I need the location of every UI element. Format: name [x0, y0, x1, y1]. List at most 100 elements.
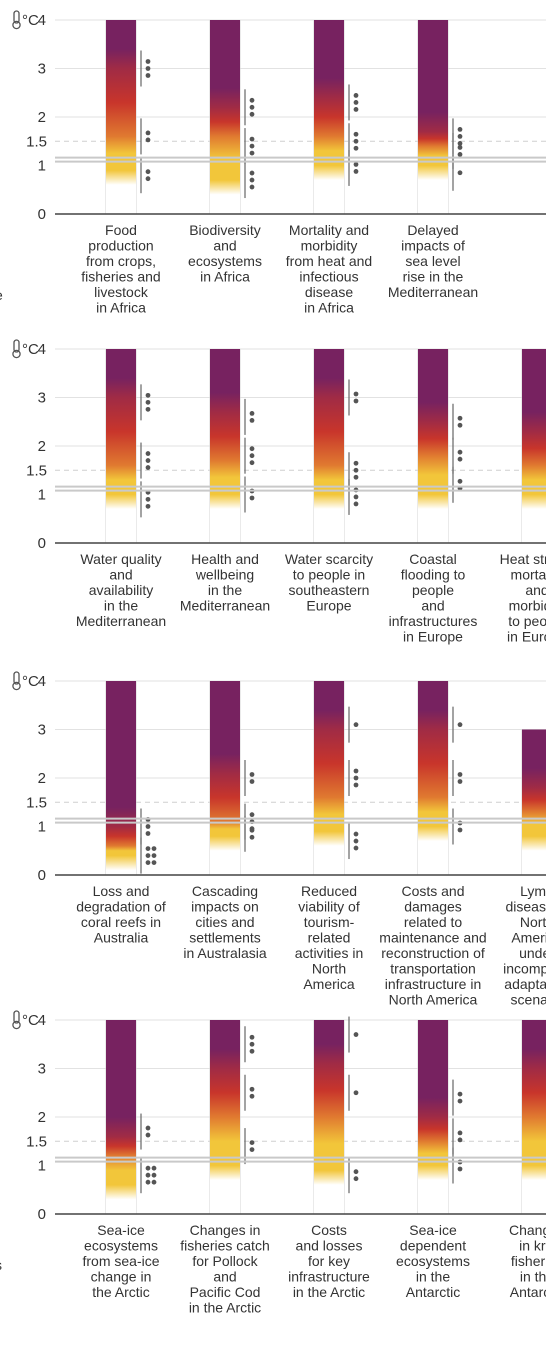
confidence-dot: [457, 1130, 463, 1136]
risk-bar: [210, 1020, 240, 1214]
thermometer-stem: [13, 1010, 20, 1024]
risk-bar: [106, 1020, 136, 1214]
confidence-dot: [353, 460, 359, 466]
confidence-dots: [249, 1034, 255, 1054]
unit-label: °C: [22, 1012, 39, 1029]
confidence-dots: [457, 1091, 463, 1104]
confidence-dots: [145, 59, 151, 78]
risk-bar: [314, 681, 344, 875]
confidence-dots: [249, 136, 255, 156]
confidence-dot: [145, 831, 151, 836]
category-label-line: Europe: [306, 598, 351, 614]
confidence-dots: [249, 411, 255, 423]
category-label-line: and: [213, 238, 236, 254]
category-label: Sea-ice ecosystems from sea-ice change in th…: [82, 1222, 159, 1300]
category-label-line: viability of: [298, 899, 360, 915]
thermometer-bulb: [12, 20, 21, 30]
confidence-dots: [145, 130, 151, 143]
category-label-line: livestock: [94, 284, 149, 300]
risk-bar: [522, 1020, 546, 1214]
confidence-dot: [145, 73, 151, 78]
category-label-line: Changes in: [190, 1222, 261, 1238]
y-tick-label: 3: [38, 61, 46, 78]
confidence-dot: [145, 1172, 151, 1178]
risk-bar: [418, 681, 448, 875]
category-label-line: degradation of: [76, 899, 166, 915]
category-label-line: Mediterranean: [76, 613, 166, 629]
confidence-dot: [151, 846, 157, 851]
confidence-dot: [145, 1165, 151, 1171]
confidence-dot: [353, 1176, 359, 1182]
risk-bar: [210, 20, 240, 214]
confidence-dots: [457, 478, 463, 491]
thermometer-stem: [13, 10, 20, 24]
category-label-line: transportation: [390, 961, 476, 977]
confidence-dot: [353, 391, 359, 397]
category-label-line: in Europe: [403, 629, 463, 645]
category-label-line: disease: [305, 284, 353, 300]
confidence-dot: [353, 1032, 359, 1037]
category-label-line: Water scarcity: [285, 551, 373, 567]
confidence-dot: [249, 1048, 255, 1054]
confidence-dots: [457, 145, 463, 157]
category-label-line: infrastructure in: [385, 976, 481, 992]
thermometer-bulb: [12, 1020, 21, 1030]
confidence-dot: [457, 145, 463, 150]
category-label-line: scenario: [511, 992, 546, 1008]
confidence-dot: [249, 150, 255, 156]
confidence-dots: [353, 93, 359, 112]
confidence-dot: [249, 411, 255, 416]
confidence-dot: [249, 143, 255, 149]
y-tick-label: 2: [38, 109, 46, 126]
category-label-line: from heat and: [286, 253, 372, 269]
confidence-dot: [249, 418, 255, 423]
category-label: Reduced viability of tourism-related activi…: [295, 883, 363, 992]
confidence-dots: [145, 392, 151, 412]
confidence-dot: [249, 460, 255, 466]
category-label-line: morbidity: [301, 238, 358, 254]
confidence-dot: [457, 422, 463, 428]
confidence-dot: [151, 1172, 157, 1178]
confidence-dot: [151, 860, 157, 865]
confidence-dot: [145, 137, 151, 143]
thermometer-bulb: [12, 349, 21, 359]
y-tick-label: 4: [38, 673, 46, 690]
confidence-dot: [145, 496, 151, 502]
category-label-line: Lyme: [520, 883, 546, 899]
category-label-line: in the Arctic: [293, 1284, 365, 1300]
category-label-line: Costs: [311, 1222, 347, 1238]
risk-bar: [522, 349, 546, 543]
category-label: Food production from crops, fisheries and li…: [81, 222, 160, 316]
confidence-dot: [353, 467, 359, 473]
confidence-dot: [145, 66, 151, 71]
category-label-line: tourism-: [304, 914, 355, 930]
category-label-line: under: [519, 945, 546, 961]
category-label: Coastal flooding to people and infrastructur…: [389, 551, 478, 645]
category-label-line: maintenance and: [379, 930, 486, 946]
category-label-line: Australia: [94, 930, 149, 946]
category-label-line: for Pollock: [192, 1253, 258, 1269]
confidence-dot: [353, 145, 359, 151]
confidence-dot: [457, 170, 463, 176]
confidence-dot: [457, 126, 463, 132]
confidence-dots: [457, 170, 463, 176]
category-label-line: infrastructure: [288, 1269, 370, 1285]
confidence-dots: [457, 449, 463, 462]
category-label: Loss and degradation of coral reefs in Aust…: [76, 883, 166, 946]
confidence-dot: [249, 812, 255, 818]
y-tick-label: 2: [38, 770, 46, 787]
y-tick-label: 1: [38, 1158, 46, 1175]
category-label-line: Health and: [191, 551, 259, 567]
y-tick-label: 4: [38, 341, 46, 358]
category-label-line: Mortality and: [289, 222, 369, 238]
y-tick-label: 1: [38, 158, 46, 175]
confidence-dot: [353, 838, 359, 844]
category-label-line: and: [213, 1269, 236, 1285]
confidence-dot: [145, 392, 151, 398]
category-label-line: America: [303, 976, 355, 992]
confidence-dot: [249, 772, 255, 777]
confidence-dot: [249, 453, 255, 459]
confidence-dots: [457, 1130, 463, 1143]
